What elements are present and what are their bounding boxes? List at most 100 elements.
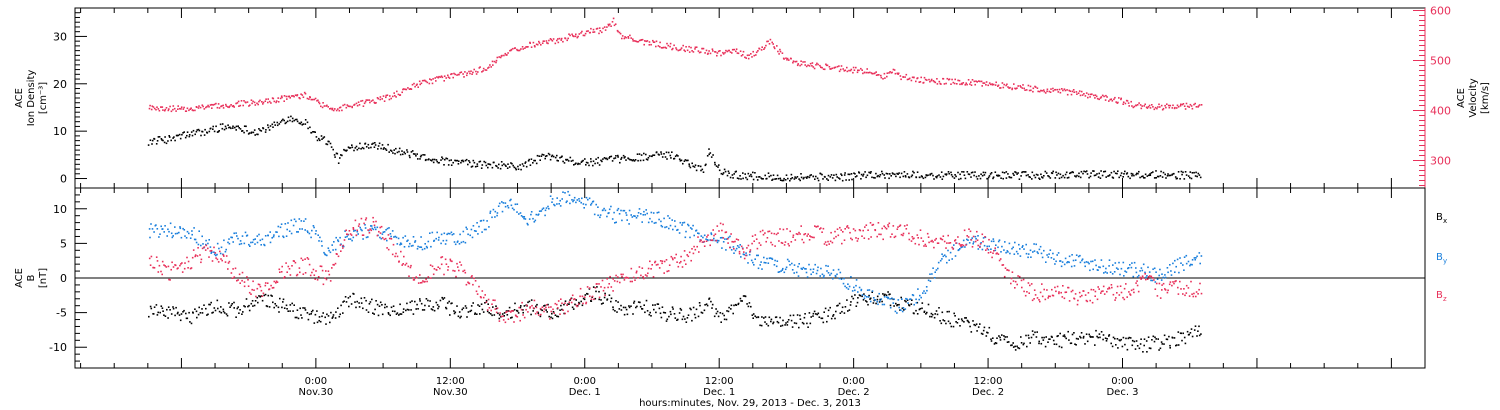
data-point xyxy=(492,208,495,211)
data-point xyxy=(1085,170,1088,172)
data-point xyxy=(736,52,739,54)
data-point xyxy=(905,228,908,230)
data-point xyxy=(811,65,813,67)
data-point xyxy=(199,312,202,314)
data-point xyxy=(1127,337,1130,340)
data-point xyxy=(1029,176,1031,179)
data-point xyxy=(188,109,190,112)
data-point xyxy=(873,176,875,179)
data-point xyxy=(309,274,312,277)
data-point xyxy=(1074,293,1077,295)
data-point xyxy=(598,32,600,35)
data-point xyxy=(556,159,558,162)
data-point xyxy=(498,320,501,322)
data-point xyxy=(1043,288,1045,291)
data-point xyxy=(734,171,737,173)
data-point xyxy=(1101,94,1104,97)
data-point xyxy=(435,301,438,304)
data-point xyxy=(1033,250,1036,252)
data-point xyxy=(207,247,209,250)
data-point xyxy=(1112,264,1114,266)
data-point xyxy=(285,304,288,307)
data-point xyxy=(737,302,740,305)
data-point xyxy=(522,165,525,167)
data-point xyxy=(860,289,862,292)
data-point xyxy=(264,235,267,237)
data-point xyxy=(374,102,376,104)
data-point xyxy=(405,262,408,265)
data-point xyxy=(1007,251,1009,253)
data-point xyxy=(975,175,978,178)
data-point xyxy=(1100,290,1103,293)
data-point xyxy=(645,299,648,302)
data-point xyxy=(262,292,265,295)
data-point xyxy=(692,51,695,53)
data-point xyxy=(657,263,659,266)
data-point xyxy=(528,300,531,303)
data-point xyxy=(840,65,843,67)
data-point xyxy=(454,243,457,246)
legend-sub: y xyxy=(1443,257,1447,265)
data-point xyxy=(1075,91,1078,93)
data-point xyxy=(1190,280,1192,283)
data-point xyxy=(450,159,452,161)
data-point xyxy=(596,286,598,288)
data-point xyxy=(515,168,517,171)
data-point xyxy=(739,297,742,300)
data-point xyxy=(1164,274,1166,276)
data-point xyxy=(209,246,212,248)
data-point xyxy=(863,297,866,300)
data-point xyxy=(444,258,447,261)
data-point xyxy=(495,307,498,310)
data-point xyxy=(1111,273,1114,275)
data-point xyxy=(1054,88,1057,91)
data-point xyxy=(216,253,218,256)
data-point xyxy=(1003,172,1006,174)
legend-label: B xyxy=(1436,252,1443,263)
data-point xyxy=(540,210,543,212)
data-point xyxy=(889,236,892,238)
data-point xyxy=(503,312,506,314)
data-point xyxy=(1136,104,1139,106)
data-point xyxy=(995,81,997,84)
data-point xyxy=(590,298,593,300)
data-point xyxy=(1049,249,1052,251)
x-axis-label: hours:minutes, Nov. 29, 2013 - Dec. 3, 2… xyxy=(639,398,861,409)
data-point xyxy=(1110,342,1112,345)
data-point xyxy=(1113,98,1115,101)
data-point xyxy=(236,307,239,310)
data-point xyxy=(506,167,509,169)
data-point xyxy=(1152,268,1154,270)
data-point xyxy=(543,308,546,310)
data-point xyxy=(1075,175,1077,178)
data-point xyxy=(172,108,174,111)
data-point xyxy=(869,300,872,303)
data-point xyxy=(211,260,214,262)
data-point xyxy=(481,164,484,166)
data-point xyxy=(362,105,365,107)
data-point xyxy=(878,292,880,295)
data-point xyxy=(943,320,946,322)
data-point xyxy=(904,299,906,302)
data-point xyxy=(754,315,756,317)
data-point xyxy=(1055,171,1057,174)
data-point xyxy=(743,257,746,260)
data-point xyxy=(677,228,679,231)
data-point xyxy=(942,235,945,237)
data-point xyxy=(697,165,700,167)
data-point xyxy=(424,280,426,283)
data-point xyxy=(789,230,791,233)
data-point xyxy=(578,301,580,304)
data-point xyxy=(409,266,412,269)
data-point xyxy=(1198,174,1201,176)
data-point xyxy=(975,238,977,240)
data-point xyxy=(370,225,373,227)
data-point xyxy=(913,76,915,79)
data-point xyxy=(400,313,403,315)
data-point xyxy=(389,149,392,152)
data-point xyxy=(856,240,859,242)
data-point xyxy=(885,294,888,296)
data-point xyxy=(956,322,959,324)
data-point xyxy=(1030,89,1032,92)
data-point xyxy=(904,76,906,78)
